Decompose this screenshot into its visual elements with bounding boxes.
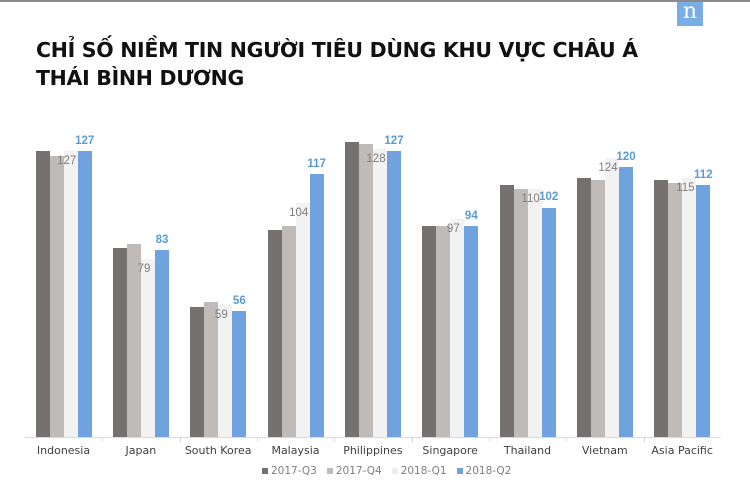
- title-line-2: THÁI BÌNH DƯƠNG: [36, 66, 245, 90]
- legend-swatch-icon: [326, 468, 333, 474]
- axis-tick: [411, 437, 413, 442]
- data-label: 127: [57, 155, 77, 167]
- bar-2017-q4-singapore: [436, 225, 451, 438]
- chart-title: CHỈ SỐ NIỀM TIN NGƯỜI TIÊU DÙNG KHU VỰC …: [36, 36, 716, 92]
- legend-item: 2018-Q2: [456, 465, 512, 477]
- data-label: 94: [464, 209, 478, 222]
- bar-2018-q2-philippines: [387, 151, 401, 438]
- category-label: Vietnam: [581, 444, 628, 457]
- bar-2017-q4-south-korea: [204, 302, 219, 438]
- bar-2018-q2-japan: [155, 250, 169, 438]
- legend-label: 2017-Q3: [271, 465, 317, 477]
- bar-2018-q1-thailand: [527, 189, 542, 438]
- data-label: 128: [366, 152, 386, 165]
- bar-2017-q4-japan: [127, 243, 141, 438]
- bar-2017-q3-asia-pacific: [654, 180, 669, 438]
- bar-2017-q3-singapore: [422, 225, 437, 438]
- bar-2018-q2-thailand: [541, 207, 556, 438]
- legend-item: 2017-Q3: [262, 465, 317, 477]
- bar-2018-q1-indonesia: [63, 151, 78, 438]
- legend: 2017-Q3 2017-Q4 2018-Q1 2018-Q2: [262, 465, 511, 477]
- bar-2018-q2-asia-pacific: [696, 184, 711, 438]
- bar-2017-q3-south-korea: [190, 306, 205, 438]
- legend-label: 2018-Q1: [400, 465, 447, 477]
- bar-2018-q2-malaysia: [309, 173, 324, 438]
- axis-tick: [179, 437, 181, 442]
- category-label: Indonesia: [36, 444, 91, 457]
- bar-2018-q1-asia-pacific: [682, 178, 697, 438]
- legend-swatch-icon: [262, 468, 268, 474]
- bar-2017-q3-malaysia: [267, 230, 282, 438]
- data-label: 117: [307, 157, 326, 170]
- axis-tick: [566, 437, 568, 442]
- data-label: 83: [155, 234, 169, 247]
- bar-2017-q3-philippines: [345, 141, 359, 438]
- bar-2017-q4-vietnam: [591, 180, 605, 438]
- axis-tick: [102, 437, 104, 442]
- bar-2018-q1-japan: [141, 259, 155, 438]
- data-label: 124: [598, 161, 618, 174]
- data-label: 59: [214, 308, 228, 321]
- data-label: 110: [521, 193, 540, 206]
- data-label: 127: [75, 135, 95, 147]
- axis-tick: [257, 437, 258, 442]
- bar-2018-q2-vietnam: [619, 166, 633, 438]
- x-axis: [25, 437, 721, 438]
- data-label: 115: [676, 182, 695, 195]
- bar-2017-q3-vietnam: [577, 178, 591, 438]
- data-label: 97: [446, 222, 460, 235]
- category-label: Malaysia: [271, 444, 320, 457]
- legend-swatch-icon: [391, 468, 398, 474]
- data-label: 120: [616, 150, 636, 163]
- bar-2018-q1-south-korea: [218, 304, 233, 438]
- category-label: Japan: [125, 444, 157, 457]
- legend-swatch-icon: [456, 468, 463, 474]
- bar-2017-q4-philippines: [359, 144, 373, 438]
- category-label: Thailand: [503, 444, 552, 457]
- bar-2017-q3-indonesia: [35, 151, 50, 438]
- bar-2017-q4-thailand: [513, 189, 528, 438]
- category-label: Asia Pacific: [651, 444, 713, 457]
- bar-2018-q2-south-korea: [232, 311, 247, 438]
- bar-2018-q1-malaysia: [295, 202, 310, 438]
- data-label: 104: [289, 206, 309, 219]
- legend-label: 2018-Q2: [465, 465, 512, 477]
- bar-2018-q1-vietnam: [605, 157, 619, 438]
- plot-area: 127 127 79 83 59 56 104 117 128 127 97 94 110 102 124 1…: [25, 100, 721, 438]
- bar-2017-q3-thailand: [499, 184, 514, 438]
- data-label: 127: [384, 135, 404, 147]
- bar-2017-q4-asia-pacific: [668, 182, 683, 438]
- category-label: Philippines: [343, 444, 403, 457]
- legend-label: 2017-Q4: [335, 465, 382, 477]
- data-label: 79: [137, 263, 151, 276]
- axis-tick: [643, 437, 645, 442]
- bar-2017-q4-indonesia: [49, 155, 64, 438]
- top-border: [0, 0, 750, 2]
- nielsen-logo: n: [677, 1, 703, 26]
- title-line-1: CHỈ SỐ NIỀM TIN NGƯỜI TIÊU DÙNG KHU VỰC …: [36, 38, 638, 62]
- bar-2018-q1-philippines: [373, 148, 387, 438]
- data-label: 102: [539, 191, 559, 204]
- bar-2018-q2-indonesia: [77, 151, 92, 438]
- category-label: South Korea: [184, 444, 252, 457]
- category-label: Singapore: [422, 444, 478, 457]
- legend-item: 2017-Q4: [326, 465, 382, 477]
- bar-2018-q1-singapore: [450, 218, 465, 438]
- data-label: 56: [232, 295, 246, 308]
- legend-item: 2018-Q1: [391, 465, 447, 477]
- data-label: 112: [694, 168, 713, 181]
- bar-2017-q4-malaysia: [281, 225, 296, 438]
- bar-2018-q2-singapore: [464, 225, 479, 438]
- axis-tick: [334, 437, 336, 442]
- bar-2017-q3-japan: [113, 248, 127, 438]
- axis-tick: [489, 437, 490, 442]
